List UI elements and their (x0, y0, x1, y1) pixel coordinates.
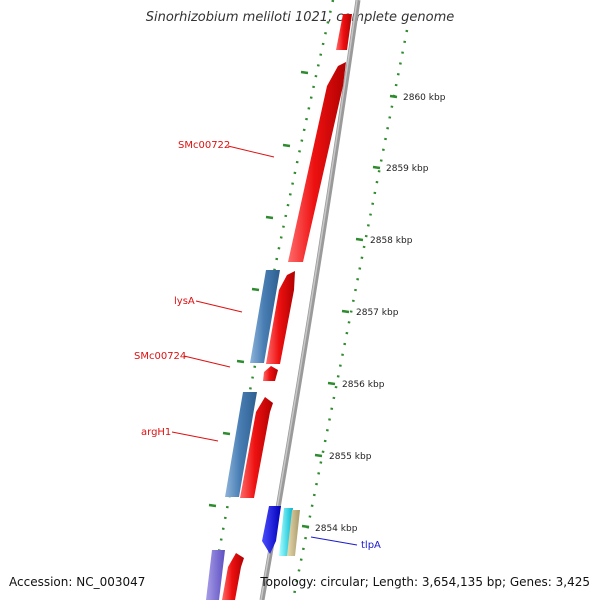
kbp-label: 2855 kbp (329, 452, 372, 462)
gene-label-tlpa[interactable]: tlpA (361, 540, 381, 551)
map-title: Sinorhizobium meliloti 1021, complete ge… (145, 10, 455, 25)
kbp-label: 2857 kbp (356, 308, 399, 318)
gene-label-lysa[interactable]: lysA (174, 296, 195, 307)
gene-label-smc00722[interactable]: SMc00722 (178, 140, 230, 151)
gene-arrow-bottom[interactable] (222, 553, 244, 600)
gene-cyan[interactable] (279, 508, 293, 556)
kbp-label: 2856 kbp (342, 380, 385, 390)
gene-purple-bottom[interactable] (206, 550, 225, 600)
gene-arrow-smc00722[interactable] (288, 62, 346, 262)
accession-text: Accession: NC_003047 (9, 575, 146, 589)
gene-deep-blue[interactable] (262, 506, 281, 554)
kbp-major-ticks (208, 70, 398, 529)
gene-arrow-lysa-region[interactable] (266, 271, 295, 364)
tlpa-callout-line (310, 536, 358, 546)
kbp-label: 2858 kbp (370, 236, 413, 246)
gene-tlpa[interactable] (287, 510, 300, 556)
genome-summary-text: Topology: circular; Length: 3,654,135 bp… (260, 575, 590, 589)
kbp-label: 2859 kbp (386, 164, 429, 174)
gene-arrow-argh1-region[interactable] (240, 397, 273, 498)
gene-lysa[interactable] (250, 270, 280, 363)
gene-label-argh1[interactable]: argH1 (141, 427, 171, 438)
kbp-label: 2854 kbp (315, 524, 358, 534)
kbp-label: 2860 kbp (403, 93, 446, 103)
gene-label-smc00724[interactable]: SMc00724 (134, 351, 186, 362)
gene-argh1[interactable] (225, 392, 257, 497)
gene-arrow-smc00724[interactable] (263, 366, 278, 381)
gene-arrow-top[interactable] (336, 14, 352, 50)
gene-callout-lines (171, 145, 275, 442)
